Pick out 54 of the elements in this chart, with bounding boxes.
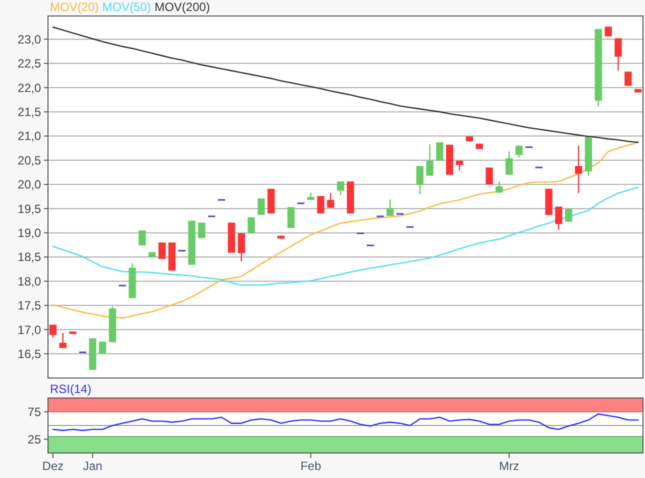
text: RSI(14) (50, 382, 92, 396)
candlestick (565, 208, 572, 222)
candlestick (258, 198, 265, 216)
candlestick (49, 324, 57, 338)
y-tick-label: 18,5 (18, 250, 42, 264)
y-tick-label: 17,5 (18, 298, 42, 313)
candlestick (386, 198, 394, 216)
y-tick-label: 25 (28, 432, 42, 446)
candlestick (506, 150, 513, 176)
candlestick (317, 195, 324, 214)
y-tick-label: 17,0 (18, 322, 42, 337)
line-series (52, 26, 639, 143)
candlestick (515, 145, 523, 158)
candlestick (59, 332, 66, 349)
candlestick (198, 222, 206, 239)
candlestick (624, 71, 632, 86)
y-tick-label: 19,0 (18, 226, 42, 240)
line-series (52, 413, 639, 432)
candlestick (555, 206, 562, 231)
candlestick (426, 144, 434, 176)
text: MOV(200) (154, 0, 210, 14)
x-tick-label: Dez (42, 459, 64, 473)
candlestick (287, 206, 295, 229)
candlestick (574, 145, 582, 194)
y-tick-label: 22,5 (18, 56, 42, 71)
candlestick (336, 180, 344, 196)
candlestick (614, 38, 622, 72)
candlestick (486, 166, 493, 186)
line-series (52, 142, 639, 319)
y-tick-label: 20,0 (18, 178, 42, 192)
candlestick (248, 216, 255, 234)
text: MOV(20) (50, 0, 99, 14)
x-tick-label: Jan (82, 459, 102, 473)
text: MOV(50) (102, 0, 151, 14)
y-tick-label: 23,0 (18, 32, 42, 46)
candlestick (158, 242, 166, 260)
y-tick-label: 21,5 (18, 105, 42, 120)
line-series (52, 186, 639, 286)
y-tick-label: 75 (28, 404, 42, 419)
candlestick (327, 192, 334, 208)
y-tick-label: 16,5 (18, 347, 42, 361)
candlestick (138, 230, 146, 246)
x-tick-label: Feb (300, 459, 322, 473)
y-tick-label: 19,5 (18, 202, 42, 216)
y-tick-label: 18,0 (18, 274, 42, 288)
y-tick-label: 20,5 (18, 153, 42, 168)
candlestick (98, 341, 106, 354)
candlestick (604, 26, 612, 37)
candlestick (416, 165, 424, 195)
candlestick (456, 160, 464, 171)
y-tick-label: 21,0 (18, 129, 42, 144)
x-tick-label: Mrz (499, 459, 520, 473)
candlestick (238, 232, 245, 262)
y-tick-label: 22,0 (18, 80, 42, 95)
